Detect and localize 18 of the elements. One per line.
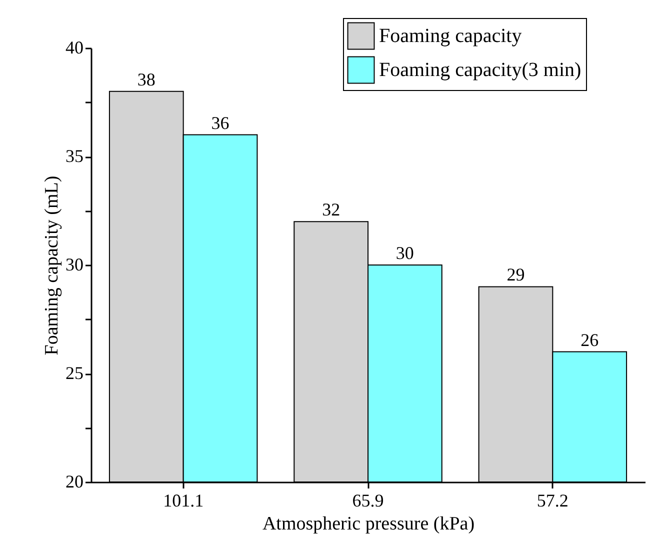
y-tick-label: 40 — [66, 38, 84, 58]
data-label: 38 — [137, 69, 156, 90]
data-label: 29 — [506, 264, 525, 285]
x-axis-title: Atmospheric pressure (kPa) — [262, 514, 475, 534]
x-tick-label: 65.9 — [352, 490, 384, 510]
y-tick-label: 35 — [66, 146, 84, 166]
y-tick-label: 20 — [66, 472, 84, 492]
data-label: 32 — [322, 200, 340, 220]
y-axis-title: Foaming capacity (mL) — [42, 176, 62, 356]
x-tick-label: 57.2 — [536, 490, 568, 510]
data-label: 30 — [396, 243, 414, 263]
legend-label: Foaming capacity(3 min) — [379, 59, 582, 81]
data-label: 36 — [211, 112, 230, 133]
y-tick-label: 25 — [66, 363, 84, 383]
x-tick-label: 101.1 — [163, 490, 204, 510]
data-label: 26 — [580, 330, 599, 350]
legend-label: Foaming capacity — [379, 25, 522, 47]
y-tick-label: 30 — [66, 254, 84, 274]
